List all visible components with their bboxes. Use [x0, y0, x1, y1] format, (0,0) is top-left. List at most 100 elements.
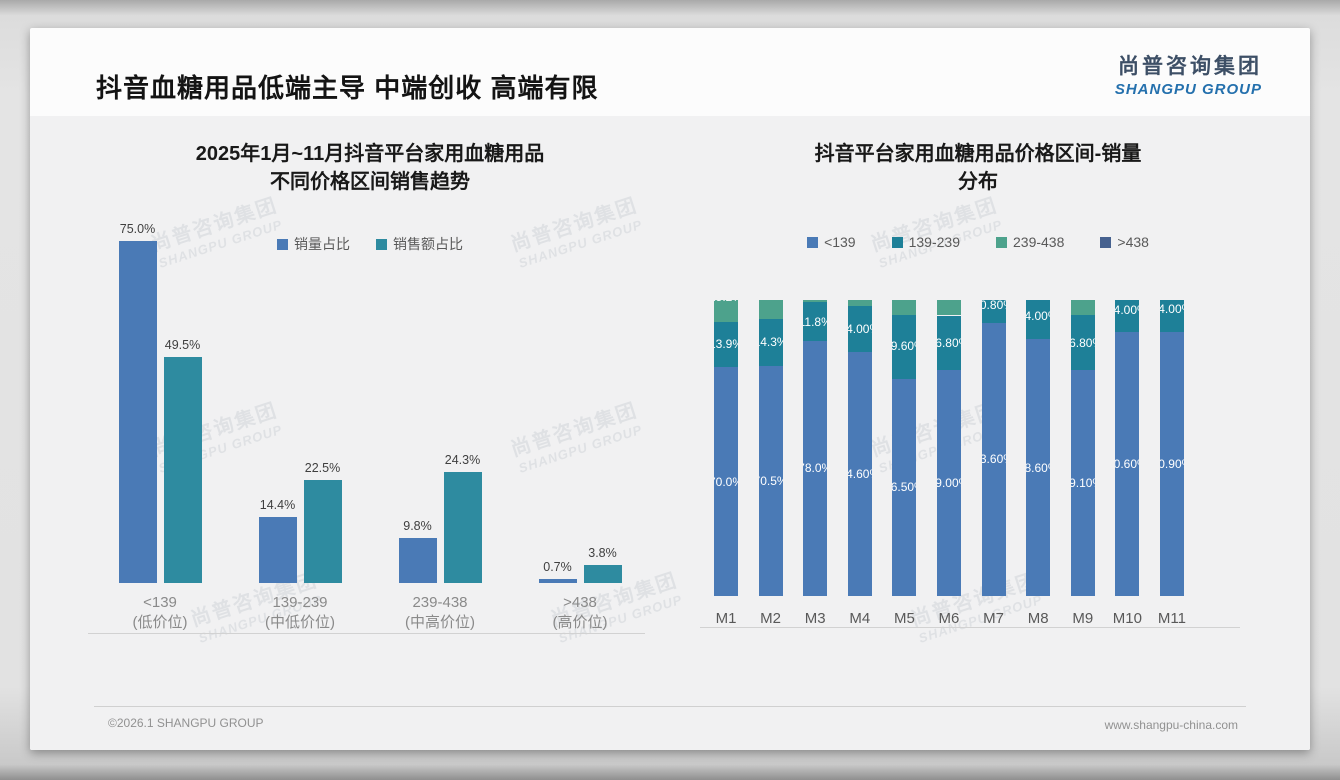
- segment-value-label: 14.00%: [847, 322, 872, 337]
- bar-segment-139-239: 11.8%: [803, 302, 828, 341]
- legend-item: 139-239: [891, 234, 960, 250]
- x-axis-month-label: M9: [1072, 610, 1094, 627]
- x-axis-month-label: M10: [1112, 610, 1142, 627]
- segment-value-label: 11.8%: [803, 314, 827, 329]
- segment-value-label: 14.3%: [759, 335, 783, 350]
- bar-segment-239-438: 13.20%: [936, 300, 961, 316]
- right-chart-title: 抖音平台家用血糖用品价格区间-销量 分布: [814, 143, 1142, 193]
- right-chart-column: 74.60%14.00%10.30%1.10%M4: [847, 300, 872, 627]
- segment-value-label: 16.80%: [1070, 335, 1095, 350]
- legend-item: 239-438: [996, 234, 1064, 250]
- stacked-bar-M10: 80.60%14.00%4.00%1.40%: [1115, 300, 1140, 596]
- segment-value-label: 80.60%: [1115, 457, 1139, 472]
- slide-title: 抖音血糖用品低端主导 中端创收 高端有限: [96, 73, 599, 103]
- bar-segment-139-239: 14.00%: [1026, 300, 1051, 339]
- bar-segment-<139: 80.60%: [1115, 332, 1140, 596]
- left-chart-axis-line: [88, 633, 645, 634]
- bar-segment-239-438: 14.4%: [758, 300, 783, 319]
- segment-value-label: 14.00%: [1026, 309, 1050, 324]
- legend-label: 239-438: [1013, 234, 1065, 250]
- right-chart-column: 69.00%16.80%13.20%1.00% M6: [936, 300, 961, 627]
- stacked-bar-M6: 69.00%16.80%13.20%1.00%: [936, 300, 961, 596]
- segment-value-label: 83.60%: [981, 452, 1006, 467]
- x-axis-category-label: <139 (低价位): [132, 593, 188, 631]
- left-chart-category-group: 0.7% 3.8% >438 (高价位): [510, 233, 650, 634]
- bar-segment-<139: 70.0%: [714, 367, 738, 596]
- segment-value-label: 69.00%: [936, 476, 961, 491]
- legend-item: >438: [1100, 234, 1149, 250]
- bar-segment-<139: 78.60%: [1026, 339, 1051, 596]
- stacked-bar-M9: 69.10%16.80%13.60%0.50%: [1070, 300, 1095, 596]
- legend-label: <139: [824, 234, 856, 250]
- bar-segment-<139: 70.5%: [758, 365, 783, 596]
- right-chart-column: 69.10%16.80%13.60%0.50% M9: [1070, 300, 1095, 627]
- segment-value-label: 19.60%: [892, 339, 916, 354]
- bar-value-label: 14.4%: [259, 497, 296, 512]
- legend-swatch-icon: [807, 236, 819, 248]
- segment-value-label: 15.2%: [714, 300, 738, 304]
- company-logo: 尚普咨询集团 SHANGPU GROUP: [1115, 50, 1262, 98]
- x-axis-category-label: >438 (高价位): [552, 593, 608, 631]
- segment-value-label: 74.60%: [847, 467, 872, 482]
- left-chart-category-group: 75.0% 49.5% <139 (低价位): [90, 222, 230, 634]
- bar-销售额占比-4: 3.8%: [583, 546, 622, 583]
- bar-segment-<139: 78.0%: [803, 340, 828, 596]
- left-chart-plot-area: 75.0% 49.5% <139 (低价位) 14.4% 22.5% 139-239 (中…: [90, 222, 650, 633]
- x-axis-month-label: M6: [938, 610, 960, 627]
- bar-segment-239-438: 15.2%: [714, 300, 738, 322]
- bar-segment-139-239: 14.00%: [847, 306, 872, 353]
- segment-value-label: 66.50%: [892, 480, 916, 495]
- slide: 抖音血糖用品低端主导 中端创收 高端有限 尚普咨询集团 SHANGPU GROU…: [30, 28, 1310, 750]
- left-chart-category-group: 14.4% 22.5% 139-239 (中低价位): [230, 233, 370, 634]
- bar-value-label: 49.5%: [164, 337, 201, 352]
- bar-销量占比-3: 9.8%: [398, 519, 437, 583]
- bar-segment-139-239: 19.60%: [892, 314, 917, 379]
- legend-label: 销量占比: [294, 236, 350, 252]
- content-background: [30, 116, 1310, 750]
- bar-销量占比-2: 14.4%: [258, 498, 297, 583]
- stacked-bar-M4: 74.60%14.00%10.30%1.10%: [847, 300, 872, 596]
- bar-segment-139-239: 13.9%: [714, 321, 738, 368]
- bar-segment-239-438: 12.90%: [892, 300, 917, 315]
- bar-value-label: 0.7%: [543, 560, 572, 575]
- right-chart-column: 80.60%14.00%4.00%1.40%M10: [1112, 300, 1142, 627]
- bar-销售额占比-1: 49.5%: [163, 338, 202, 583]
- x-axis-month-label: M2: [760, 610, 782, 627]
- x-axis-category-label: 139-239 (中低价位): [265, 593, 335, 631]
- stacked-bar-M3: 78.0%11.8%9.3%0.9%: [803, 300, 828, 596]
- footer-website: www.shangpu-china.com: [1104, 718, 1238, 732]
- legend-item: 销量占比: [277, 234, 350, 254]
- bar-value-label: 24.3%: [444, 452, 481, 467]
- footer-divider: [94, 706, 1246, 707]
- stacked-bar-M5: 66.50%19.60%12.90%1.00%: [892, 300, 917, 596]
- legend-swatch-icon: [277, 238, 288, 250]
- segment-value-label: 10.80%: [981, 300, 1006, 312]
- x-axis-category-label: 239-438 (中高价位): [405, 593, 475, 631]
- bar-销量占比-1: 75.0%: [118, 222, 157, 583]
- legend-label: 销售额占比: [393, 236, 463, 252]
- segment-value-label: 78.0%: [803, 461, 827, 476]
- right-chart-axis-line: [700, 627, 1240, 628]
- bar-segment-<139: 66.50%: [892, 378, 917, 596]
- stacked-bar-M2: 70.5%14.3%14.4%0.8%: [758, 300, 783, 596]
- x-axis-month-label: M4: [849, 610, 871, 627]
- bar-segment-<139: 83.60%: [981, 322, 1006, 596]
- left-chart-category-group: 9.8% 24.3% 239-438 (中高价位): [370, 233, 510, 634]
- right-chart-column: 80.90%14.00%3.30%1.80%M11: [1158, 300, 1186, 627]
- legend-swatch-icon: [376, 238, 387, 250]
- right-chart-legend: <139 139-239 239-438 >438: [698, 234, 1258, 250]
- right-chart-column: 78.0%11.8%9.3%0.9%M3: [803, 300, 828, 627]
- legend-label: >438: [1117, 234, 1149, 250]
- bar-销量占比-4: 0.7%: [538, 560, 577, 583]
- segment-value-label: 14.00%: [1115, 302, 1139, 317]
- bar-segment-139-239: 14.00%: [1159, 300, 1184, 332]
- bar-value-label: 22.5%: [304, 460, 341, 475]
- bar-segment-239-438: 10.30%: [847, 300, 872, 307]
- stacked-bar-M1: 70.0%13.9%15.2%0.9%: [714, 300, 738, 596]
- bar-销售额占比-2: 22.5%: [303, 461, 342, 583]
- segment-value-label: 80.90%: [1159, 456, 1184, 471]
- bar-segment-239-438: 9.3%: [803, 300, 828, 303]
- bar-value-label: 75.0%: [119, 221, 156, 236]
- segment-value-label: 70.0%: [714, 474, 738, 489]
- legend-item: <139: [807, 234, 856, 250]
